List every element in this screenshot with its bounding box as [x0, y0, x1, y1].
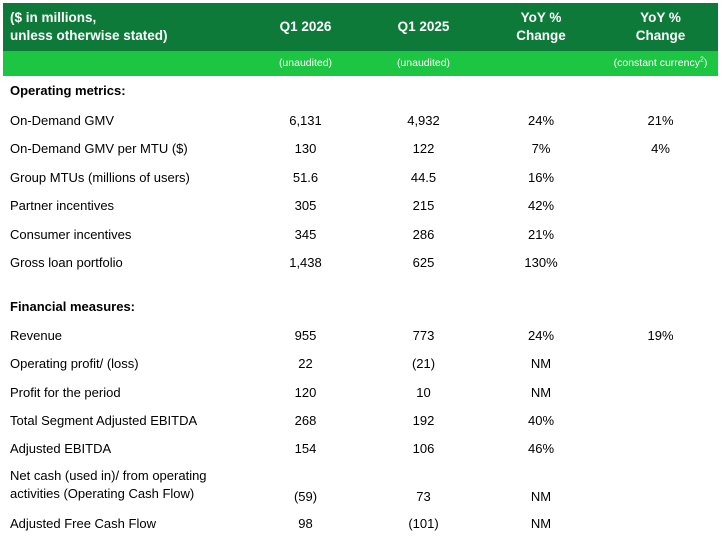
units-label-line1: ($ in millions,	[10, 10, 97, 25]
cell-yoy: 42%	[527, 198, 555, 213]
cell-q1-2025: 4,932	[407, 113, 440, 128]
cell-q1-2026: 120	[294, 385, 317, 400]
table-row: Total Segment Adjusted EBITDA 268 192 40%	[3, 410, 718, 432]
cell-q1-2026: 130	[294, 141, 317, 156]
cell-yoy: NM	[530, 385, 552, 400]
row-label: Adjusted EBITDA	[10, 441, 112, 456]
table-row: Operating profit/ (loss) 22 (21) NM	[3, 353, 718, 375]
col-header-yoy-cc: YoY % Change	[603, 9, 718, 45]
subheader-cc-text: (constant currency	[613, 57, 700, 69]
cell-q1-2025: 44.5	[410, 170, 437, 185]
subheader-cc-close: )	[703, 57, 708, 69]
cell-q1-2026: (59)	[293, 489, 318, 504]
cell-q1-2025: 73	[416, 489, 431, 504]
subheader-constant-currency: (constant currency2)	[603, 56, 718, 71]
cell-yoy-cc: 21%	[647, 113, 674, 128]
cell-q1-2026: 51.6	[292, 170, 319, 185]
cell-q1-2025: 106	[412, 441, 435, 456]
col-header-yoy-line2: Change	[516, 28, 566, 43]
cell-q1-2026: 305	[294, 198, 317, 213]
row-label: Net cash (used in)/ from operating activ…	[10, 468, 207, 501]
cell-q1-2026: 268	[294, 413, 317, 428]
section-operating-metrics: Operating metrics:	[3, 80, 718, 102]
cell-q1-2025: 10	[416, 385, 431, 400]
table-row: Revenue 955 773 24% 19%	[3, 325, 718, 347]
units-label-line2: unless otherwise stated)	[10, 28, 168, 43]
cell-q1-2026: 1,438	[289, 255, 322, 270]
cell-q1-2025: 215	[412, 198, 435, 213]
cell-q1-2026: 22	[298, 356, 313, 371]
section-financial-measures: Financial measures:	[3, 296, 718, 318]
cell-yoy: 40%	[527, 413, 555, 428]
row-label: Partner incentives	[10, 198, 115, 213]
row-label: Revenue	[10, 328, 63, 343]
subheader-q1-2026: (unaudited)	[278, 57, 333, 69]
table-row: Profit for the period 120 10 NM	[3, 382, 718, 404]
row-label: Profit for the period	[10, 385, 121, 400]
section-title: Operating metrics:	[10, 83, 126, 98]
col-header-q1-2026: Q1 2026	[279, 19, 332, 34]
cell-yoy: 130%	[524, 255, 558, 270]
cell-yoy-cc: 19%	[647, 328, 674, 343]
row-label: On-Demand GMV per MTU ($)	[10, 141, 188, 156]
cell-yoy: 46%	[527, 441, 555, 456]
table-header: ($ in millions, unless otherwise stated)…	[3, 3, 718, 51]
subheader-q1-2025: (unaudited)	[396, 57, 451, 69]
cell-yoy: 16%	[527, 170, 555, 185]
cell-q1-2025: (21)	[411, 356, 436, 371]
cell-q1-2025: 192	[412, 413, 435, 428]
footnote-marker: 2	[699, 56, 704, 64]
row-label: Total Segment Adjusted EBITDA	[10, 413, 198, 428]
cell-yoy-cc: 4%	[651, 141, 670, 156]
table-row: Consumer incentives 345 286 21%	[3, 224, 718, 246]
cell-yoy: NM	[530, 356, 552, 371]
cell-yoy: 24%	[527, 113, 555, 128]
cell-yoy: 24%	[527, 328, 555, 343]
table-row: Adjusted EBITDA 154 106 46%	[3, 438, 718, 460]
table-subheader: (unaudited) (unaudited) (constant curren…	[3, 51, 718, 76]
cell-q1-2025: 625	[412, 255, 435, 270]
cell-q1-2025: 773	[412, 328, 435, 343]
row-label: Group MTUs (millions of users)	[10, 170, 190, 185]
col-header-yoy-cc-line2: Change	[635, 28, 686, 43]
cell-q1-2026: 98	[298, 516, 313, 531]
section-title: Financial measures:	[10, 299, 135, 314]
col-header-yoy-cc-line1: YoY %	[640, 10, 681, 25]
table-row: Group MTUs (millions of users) 51.6 44.5 16…	[3, 167, 718, 189]
cell-q1-2026: 955	[294, 328, 317, 343]
table-row: Gross loan portfolio 1,438 625 130%	[3, 252, 718, 274]
row-label: Operating profit/ (loss)	[10, 356, 139, 371]
row-label: On-Demand GMV	[10, 113, 115, 128]
table-row: Net cash (used in)/ from operating activ…	[3, 467, 718, 507]
cell-yoy: NM	[530, 516, 552, 531]
table-row: On-Demand GMV per MTU ($) 130 122 7% 4%	[3, 138, 718, 160]
col-header-q1-2025: Q1 2025	[397, 19, 450, 34]
row-label: Consumer incentives	[10, 227, 132, 242]
row-label: Gross loan portfolio	[10, 255, 123, 270]
cell-q1-2025: 122	[412, 141, 435, 156]
cell-yoy: 7%	[531, 141, 551, 156]
table-row: Partner incentives 305 215 42%	[3, 195, 718, 217]
table-row: On-Demand GMV 6,131 4,932 24% 21%	[3, 110, 718, 132]
cell-q1-2026: 345	[294, 227, 317, 242]
units-label: ($ in millions, unless otherwise stated)	[10, 9, 230, 45]
col-header-yoy-line1: YoY %	[520, 10, 562, 25]
cell-yoy: 21%	[527, 227, 555, 242]
table-row: Adjusted Free Cash Flow 98 (101) NM	[3, 513, 718, 535]
cell-q1-2025: 286	[412, 227, 435, 242]
cell-yoy: NM	[530, 489, 552, 504]
cell-q1-2025: (101)	[408, 516, 439, 531]
cell-q1-2026: 6,131	[289, 113, 322, 128]
cell-q1-2026: 154	[294, 441, 317, 456]
row-label: Adjusted Free Cash Flow	[10, 516, 156, 531]
col-header-yoy: YoY % Change	[483, 9, 599, 45]
